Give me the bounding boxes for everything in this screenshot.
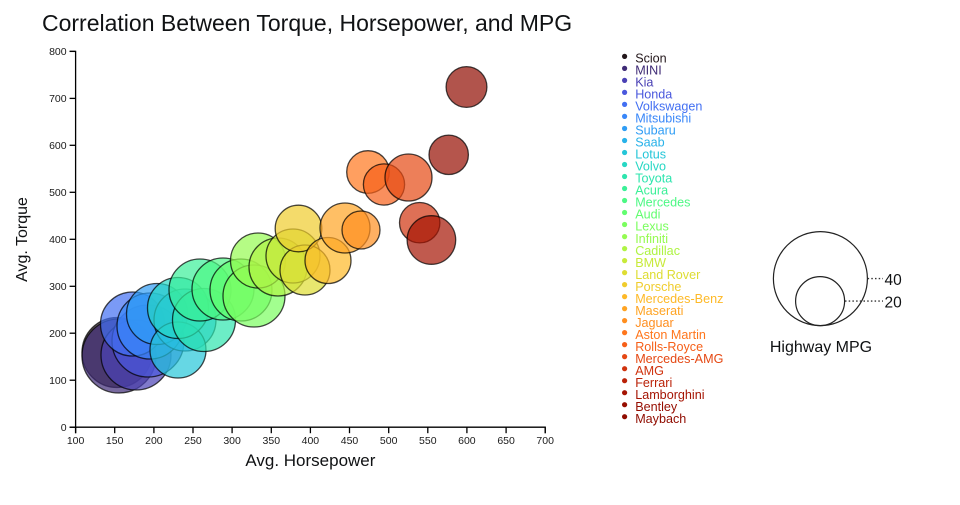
svg-text:BMW: BMW [635, 256, 666, 270]
svg-text:150: 150 [106, 435, 124, 447]
svg-text:600: 600 [49, 140, 67, 152]
svg-text:Audi: Audi [635, 208, 660, 222]
svg-text:300: 300 [223, 435, 241, 447]
svg-text:500: 500 [49, 187, 67, 199]
svg-text:Lotus: Lotus [635, 148, 666, 162]
svg-text:100: 100 [49, 375, 67, 387]
svg-text:Aston Martin: Aston Martin [635, 328, 706, 342]
svg-text:500: 500 [380, 435, 398, 447]
svg-text:Volvo: Volvo [635, 160, 666, 174]
svg-text:Scion: Scion [635, 52, 667, 66]
svg-text:Avg. Horsepower: Avg. Horsepower [245, 451, 375, 470]
svg-text:Mitsubishi: Mitsubishi [635, 112, 691, 126]
svg-text:Correlation Between Torque, Ho: Correlation Between Torque, Horsepower, … [42, 10, 572, 36]
svg-text:Ferrari: Ferrari [635, 376, 672, 390]
svg-text:400: 400 [302, 435, 320, 447]
svg-text:Mercedes-Benz: Mercedes-Benz [635, 292, 723, 306]
svg-text:0: 0 [61, 422, 67, 434]
svg-text:20: 20 [885, 294, 903, 311]
svg-text:Subaru: Subaru [635, 124, 676, 138]
svg-text:300: 300 [49, 281, 67, 293]
svg-text:MINI: MINI [635, 64, 662, 78]
svg-text:Infiniti: Infiniti [635, 232, 668, 246]
svg-text:550: 550 [419, 435, 437, 447]
svg-text:100: 100 [67, 435, 85, 447]
svg-text:Honda: Honda [635, 88, 672, 102]
svg-text:Land Rover: Land Rover [635, 268, 700, 282]
svg-text:350: 350 [263, 435, 281, 447]
svg-text:800: 800 [49, 46, 67, 58]
svg-text:250: 250 [184, 435, 202, 447]
svg-text:Avg. Torque: Avg. Torque [14, 197, 31, 282]
svg-text:Maserati: Maserati [635, 304, 683, 318]
svg-text:200: 200 [49, 328, 67, 340]
svg-text:Porsche: Porsche [635, 280, 681, 294]
svg-text:Toyota: Toyota [635, 172, 672, 186]
svg-text:Lamborghini: Lamborghini [635, 388, 704, 402]
svg-text:700: 700 [536, 435, 554, 447]
svg-text:Maybach: Maybach [635, 412, 686, 426]
svg-text:400: 400 [49, 234, 67, 246]
svg-text:40: 40 [885, 272, 903, 289]
svg-text:Bentley: Bentley [635, 400, 678, 414]
svg-text:700: 700 [49, 93, 67, 105]
svg-text:Rolls-Royce: Rolls-Royce [635, 340, 703, 354]
svg-text:Saab: Saab [635, 136, 664, 150]
svg-text:Mercedes-AMG: Mercedes-AMG [635, 352, 723, 366]
svg-text:450: 450 [341, 435, 359, 447]
svg-text:Kia: Kia [635, 76, 653, 90]
svg-text:Lexus: Lexus [635, 220, 669, 234]
svg-text:Cadillac: Cadillac [635, 244, 680, 258]
svg-text:Volkswagen: Volkswagen [635, 100, 702, 114]
svg-text:Acura: Acura [635, 184, 668, 198]
svg-text:Mercedes: Mercedes [635, 196, 690, 210]
svg-text:Jaguar: Jaguar [635, 316, 674, 330]
svg-text:200: 200 [145, 435, 163, 447]
svg-text:600: 600 [458, 435, 476, 447]
svg-text:AMG: AMG [635, 364, 664, 378]
svg-text:650: 650 [497, 435, 515, 447]
svg-text:Highway MPG: Highway MPG [770, 339, 872, 356]
